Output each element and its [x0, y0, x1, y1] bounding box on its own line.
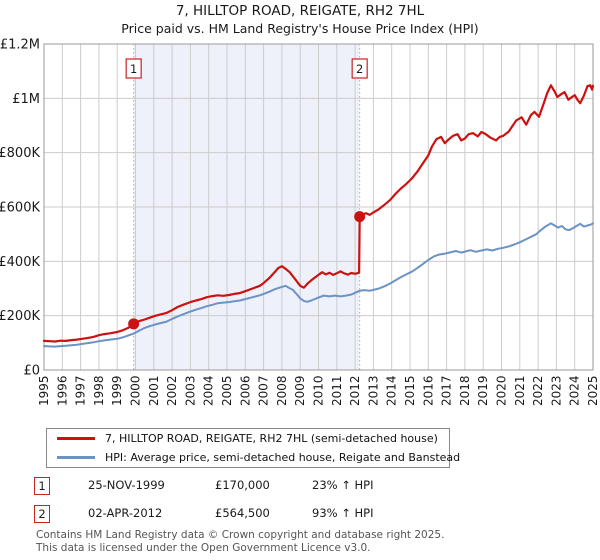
- x-axis-tick-label: 2025: [586, 375, 600, 406]
- property-price-line: [42, 84, 595, 343]
- y-axis-tick-label: £1.2M: [0, 38, 40, 53]
- sale-1-date: 25-NOV-1999: [88, 478, 165, 492]
- sale-1-number-box: 1: [34, 477, 50, 495]
- legend-item-property: 7, HILLTOP ROAD, REIGATE, RH2 7HL (semi-…: [47, 429, 449, 448]
- x-axis-tick-label: 2002: [165, 375, 179, 406]
- sale-2-hpi-delta: 93% ↑ HPI: [312, 506, 374, 520]
- x-axis-tick-label: 2003: [183, 375, 197, 406]
- x-axis-tick-label: 2014: [385, 375, 399, 406]
- page-title: 7, HILLTOP ROAD, REIGATE, RH2 7HL: [175, 3, 425, 19]
- sale-1-hpi-delta: 23% ↑ HPI: [312, 478, 374, 492]
- sale-marker-number: 2: [356, 62, 363, 76]
- y-axis-tick-label: £400K: [0, 255, 40, 270]
- footer-line-1: Contains HM Land Registry data © Crown c…: [36, 529, 445, 541]
- sale-price-dot: [354, 211, 366, 223]
- legend-item-hpi: HPI: Average price, semi-detached house,…: [47, 448, 460, 467]
- x-axis-tick-label: 2016: [421, 375, 435, 406]
- x-axis-tick-label: 2021: [513, 375, 527, 406]
- sale-marker-flag-box: [351, 58, 368, 79]
- x-axis-tick-label: 2000: [129, 375, 143, 406]
- x-axis-tick-label: 2022: [531, 375, 545, 406]
- x-axis-tick-label: 2013: [366, 375, 380, 406]
- sale-price-dot: [128, 318, 140, 330]
- sale-marker-flag-box: [125, 58, 142, 79]
- x-axis-tick-label: 2008: [275, 375, 289, 406]
- x-axis-tick-label: 2007: [257, 375, 271, 406]
- x-axis-tick-label: 2018: [458, 375, 472, 406]
- x-axis-tick-label: 2020: [495, 375, 509, 406]
- x-axis-tick-label: 1998: [92, 375, 106, 406]
- plot-border: [43, 43, 594, 371]
- x-axis-tick-label: 2024: [568, 375, 582, 406]
- x-axis-tick-label: 2009: [293, 375, 307, 406]
- x-axis-tick-label: 2005: [220, 375, 234, 406]
- x-axis-tick-label: 2012: [348, 375, 362, 406]
- y-axis-tick-label: £1M: [12, 92, 40, 107]
- x-axis-tick-label: 1995: [37, 375, 51, 406]
- sale-2-price: £564,500: [215, 506, 270, 520]
- blue-line-swatch: [57, 456, 95, 459]
- x-axis-tick-label: 2006: [238, 375, 252, 406]
- legend-box: 7, HILLTOP ROAD, REIGATE, RH2 7HL (semi-…: [46, 428, 460, 468]
- x-axis-tick-label: 2001: [147, 375, 161, 406]
- sale-1-price: £170,000: [215, 478, 270, 492]
- y-axis-tick-label: £600K: [0, 201, 40, 216]
- x-axis-tick-label: 2023: [549, 375, 563, 406]
- y-axis-tick-label: £0: [23, 364, 40, 379]
- hpi-average-line: [43, 222, 594, 348]
- legend-label-property: 7, HILLTOP ROAD, REIGATE, RH2 7HL (semi-…: [105, 432, 438, 445]
- page-subtitle: Price paid vs. HM Land Registry's House …: [121, 21, 479, 36]
- sale-2-date: 02-APR-2012: [88, 506, 163, 520]
- x-axis-tick-label: 2017: [440, 375, 454, 406]
- price-history-chart: £0 £200K £400K £600K £800K £1M £1.2M 1995 1996 19…: [0, 38, 600, 407]
- copyright-footer: Contains HM Land Registry data © Crown c…: [36, 529, 444, 555]
- sale-marker-number: 1: [130, 62, 137, 76]
- y-axis-tick-label: £800K: [0, 146, 40, 161]
- x-axis-tick-label: 2019: [476, 375, 490, 406]
- legend-label-hpi: HPI: Average price, semi-detached house,…: [105, 451, 461, 464]
- x-axis-tick-label: 1996: [55, 375, 69, 406]
- footer-line-2: This data is licensed under the Open Gov…: [36, 541, 371, 554]
- x-axis-tick-label: 2010: [312, 375, 326, 406]
- x-axis-tick-label: 2011: [330, 375, 344, 406]
- sale-2-number-box: 2: [34, 505, 50, 523]
- x-axis-tick-label: 1997: [74, 375, 88, 406]
- red-line-swatch: [57, 437, 95, 440]
- x-axis-tick-label: 2004: [202, 375, 216, 406]
- y-axis-tick-label: £200K: [0, 309, 40, 324]
- x-axis-tick-label: 2015: [403, 375, 417, 406]
- x-axis-tick-label: 1999: [110, 375, 124, 406]
